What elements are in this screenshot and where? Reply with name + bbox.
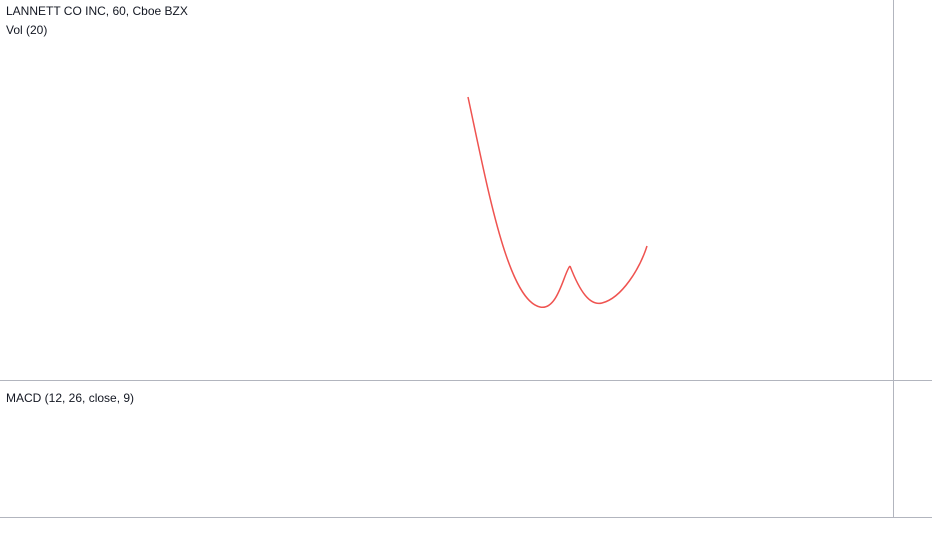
handle-annotation — [569, 245, 648, 305]
cup-annotation — [467, 96, 571, 308]
macd-title: MACD (12, 26, close, 9) — [6, 391, 134, 405]
volume-title: Vol (20) — [6, 23, 47, 37]
chart-title: LANNETT CO INC, 60, Cboe BZX — [6, 4, 188, 18]
